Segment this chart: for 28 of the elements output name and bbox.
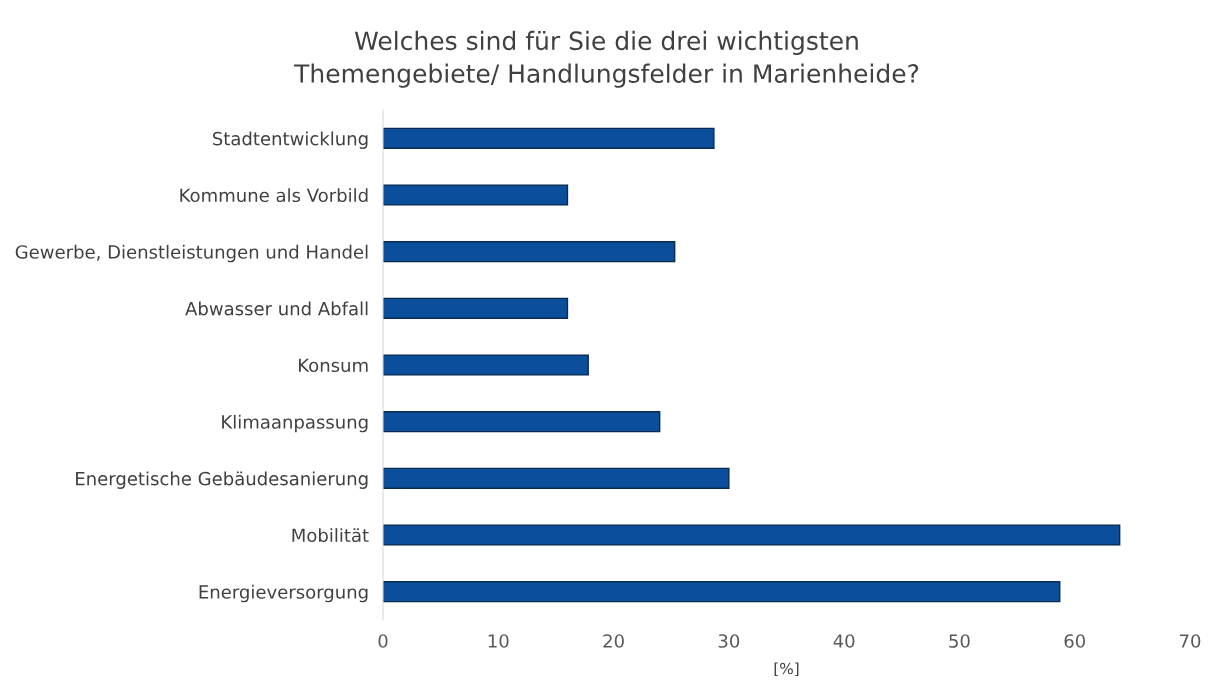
y-tick-label: Kommune als Vorbild [180,188,368,203]
bar [383,524,1121,546]
y-tick-label: Mobilität [292,528,369,543]
bar [383,467,730,489]
y-tick-label: Energieversorgung [199,584,368,603]
y-tick-label: Konsum [299,358,368,373]
bar [383,241,676,263]
chart-title: Welches sind für Sie die drei wichtigsten Themengebiete/ Handlungsfelder in Marienheide? [294,30,919,88]
y-tick-label: Klimaanpassung [222,414,368,433]
bar [383,297,569,319]
x-axis-title: [%] [774,662,799,677]
bar [383,184,569,206]
x-tick-label: 50 [949,634,970,648]
x-tick-label: 70 [1179,634,1201,648]
x-tick-label: 30 [718,634,740,648]
y-tick-label: Energetische Gebäudesanierung [76,471,368,489]
x-tick-label: 20 [603,634,624,648]
bar [383,581,1061,603]
y-tick-label: Gewerbe, Dienstleistungen und Handel [15,244,368,263]
y-tick-label: Abwasser und Abfall [185,301,368,316]
x-tick-label: 10 [488,634,509,648]
bar [383,354,589,376]
x-tick-label: 0 [378,634,388,648]
bar [383,411,661,433]
bar [383,127,715,149]
y-tick-label: Stadtentwicklung [213,131,368,149]
x-tick-label: 60 [1064,634,1085,648]
x-tick-label: 40 [833,634,855,648]
